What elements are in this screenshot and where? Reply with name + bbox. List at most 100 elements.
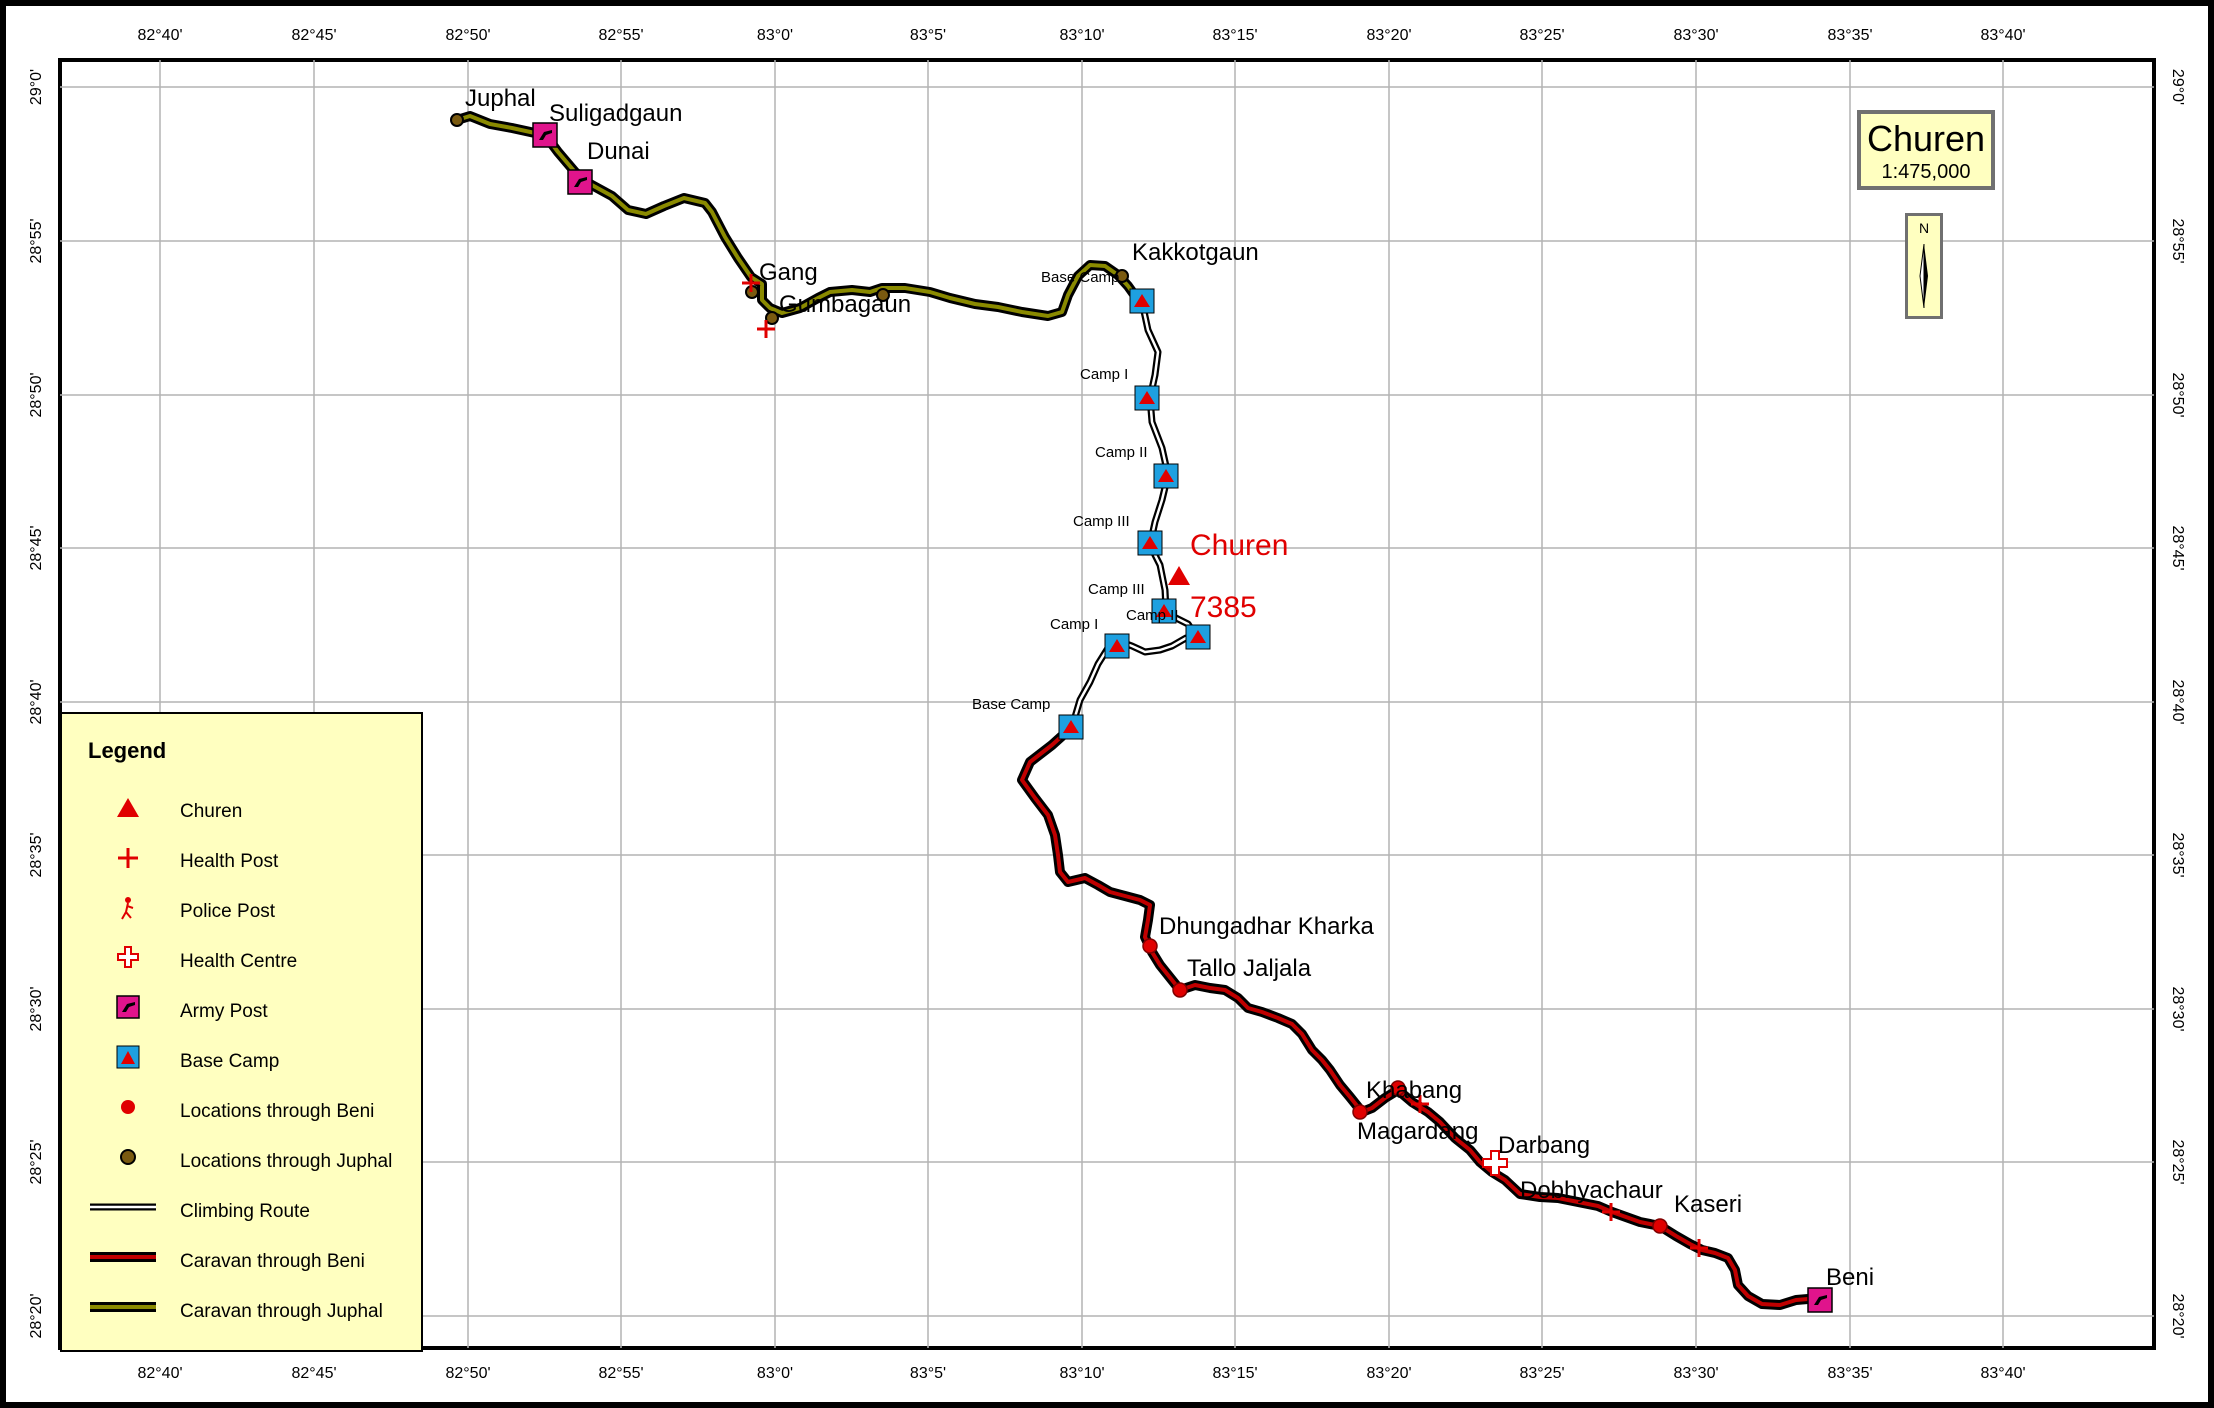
lon-labels-top: 82°40' 82°45' 82°50' 82°55' 83°0' 83°5' … xyxy=(137,27,2025,44)
climbing-route-north xyxy=(1138,301,1172,611)
legend-item-beni-caravan: Caravan through Beni xyxy=(62,1242,421,1282)
brown-dot-icon xyxy=(765,311,779,325)
place-label-beni: Beni xyxy=(1826,1264,1874,1291)
lon-label: 83°30' xyxy=(1673,1365,1718,1382)
place-label-tallo-jaljala: Tallo Jaljala xyxy=(1187,955,1312,982)
map-title: Churen xyxy=(1866,118,1986,159)
lon-label: 83°10' xyxy=(1059,1365,1104,1382)
place-label-khabang: Khabang xyxy=(1366,1077,1462,1104)
lon-label: 83°40' xyxy=(1980,27,2025,44)
brown-dot-icon xyxy=(1115,269,1129,283)
camps xyxy=(1058,288,1211,740)
lon-label: 83°30' xyxy=(1673,27,1718,44)
health-posts xyxy=(742,274,1708,1257)
legend-label: Police Post xyxy=(180,901,276,922)
legend-label: Locations through Beni xyxy=(180,1101,375,1122)
red-dot-icon xyxy=(1390,1080,1406,1096)
tent-icon xyxy=(1129,288,1155,314)
lat-label: 29°0' xyxy=(2169,69,2186,105)
legend-label: Climbing Route xyxy=(180,1201,310,1222)
red-dot-icon xyxy=(1652,1218,1668,1234)
north-label: N xyxy=(1918,220,1930,236)
map-title-box: Churen 1:475,000 xyxy=(1857,110,1995,190)
lon-label: 83°20' xyxy=(1366,27,1411,44)
legend-item-army-post: Army Post xyxy=(62,992,421,1032)
legend-item-juphal-locations: Locations through Juphal xyxy=(62,1142,421,1182)
lon-label: 83°15' xyxy=(1212,1365,1257,1382)
lat-label: 28°45' xyxy=(28,525,45,570)
lon-label: 83°0' xyxy=(757,1365,793,1382)
legend-label: Locations through Juphal xyxy=(180,1151,393,1172)
tent-icon xyxy=(1058,714,1084,740)
lon-label: 83°35' xyxy=(1827,1365,1872,1382)
lon-label: 82°50' xyxy=(445,1365,490,1382)
lat-label: 28°45' xyxy=(2169,525,2186,570)
lon-label: 82°45' xyxy=(291,27,336,44)
place-label-gumbagaun: Gumbagaun xyxy=(779,291,911,318)
red-dot-icon xyxy=(1142,938,1158,954)
lon-labels-bottom: 82°40' 82°45' 82°50' 82°55' 83°0' 83°5' … xyxy=(137,1365,2025,1382)
place-label-kakkotgaun: Kakkotgaun xyxy=(1132,239,1259,266)
lat-label: 28°30' xyxy=(2169,986,2186,1031)
north-arrow-icon xyxy=(1919,243,1928,309)
place-label-juphal: Juphal xyxy=(465,85,536,112)
place-label-darbang: Darbang xyxy=(1498,1132,1590,1159)
beni-locations xyxy=(1142,938,1668,1234)
juphal-locations xyxy=(450,113,1129,325)
peak-elevation-label: 7385 xyxy=(1190,591,1257,624)
lat-label: 28°25' xyxy=(28,1139,45,1184)
tent-icon xyxy=(1104,633,1130,659)
red-dot-icon xyxy=(121,1100,135,1114)
climbing-route-south xyxy=(1068,606,1200,728)
lon-label: 83°0' xyxy=(757,27,793,44)
place-label-magardang: Magardang xyxy=(1357,1118,1478,1145)
triangle-icon[interactable] xyxy=(1168,566,1190,585)
lon-label: 82°40' xyxy=(137,1365,182,1382)
juphal-route-line xyxy=(90,1302,156,1312)
legend-label: Churen xyxy=(180,801,243,822)
lon-label: 83°40' xyxy=(1980,1365,2025,1382)
legend-panel: Legend Churen Health Post Police Post He… xyxy=(60,712,423,1352)
legend-label: Caravan through Juphal xyxy=(180,1301,383,1322)
tent-icon xyxy=(1137,530,1163,556)
brown-dot-icon xyxy=(450,113,464,127)
lon-label: 83°25' xyxy=(1519,1365,1564,1382)
plus-icon xyxy=(1690,1239,1708,1257)
camp-label: Camp I xyxy=(1050,616,1098,633)
camp-label: Camp II xyxy=(1126,607,1179,624)
plus-icon xyxy=(1602,1203,1620,1221)
legend-item-juphal-caravan: Caravan through Juphal xyxy=(62,1292,421,1332)
legend-label: Base Camp xyxy=(180,1051,280,1072)
plus-icon xyxy=(757,320,775,338)
legend-item-beni-locations: Locations through Beni xyxy=(62,1092,421,1132)
camp-label: Base Camp xyxy=(1041,269,1119,286)
lat-label: 29°0' xyxy=(28,69,45,105)
lon-label: 83°35' xyxy=(1827,27,1872,44)
army-post-icon xyxy=(116,995,140,1019)
place-label-dhungadhar-kharka: Dhungadhar Kharka xyxy=(1159,913,1374,940)
camp-label: Camp III xyxy=(1088,581,1145,598)
peak-name-label: Churen xyxy=(1190,529,1288,562)
lon-label: 83°5' xyxy=(910,1365,946,1382)
place-label-suligadgaun: Suligadgaun xyxy=(549,100,682,127)
camp-label: Camp I xyxy=(1080,366,1128,383)
army-post-icon xyxy=(532,122,558,148)
lon-label: 83°5' xyxy=(910,27,946,44)
lat-label: 28°35' xyxy=(2169,832,2186,877)
legend-item-churen: Churen xyxy=(62,792,421,832)
tent-icon xyxy=(1185,624,1211,650)
brown-dot-icon xyxy=(120,1149,136,1165)
place-label-kaseri: Kaseri xyxy=(1674,1191,1742,1218)
lat-label: 28°55' xyxy=(28,218,45,263)
legend-item-base-camp: Base Camp xyxy=(62,1042,421,1082)
lon-label: 83°15' xyxy=(1212,27,1257,44)
lon-label: 82°55' xyxy=(598,1365,643,1382)
tent-icon xyxy=(1151,598,1177,624)
camp-label: Base Camp xyxy=(972,696,1050,713)
army-posts xyxy=(532,122,1833,1313)
legend-item-police-post: Police Post xyxy=(62,892,421,932)
plus-icon xyxy=(742,274,760,292)
lat-label: 28°30' xyxy=(28,986,45,1031)
lat-label: 28°55' xyxy=(2169,218,2186,263)
lon-label: 83°20' xyxy=(1366,1365,1411,1382)
